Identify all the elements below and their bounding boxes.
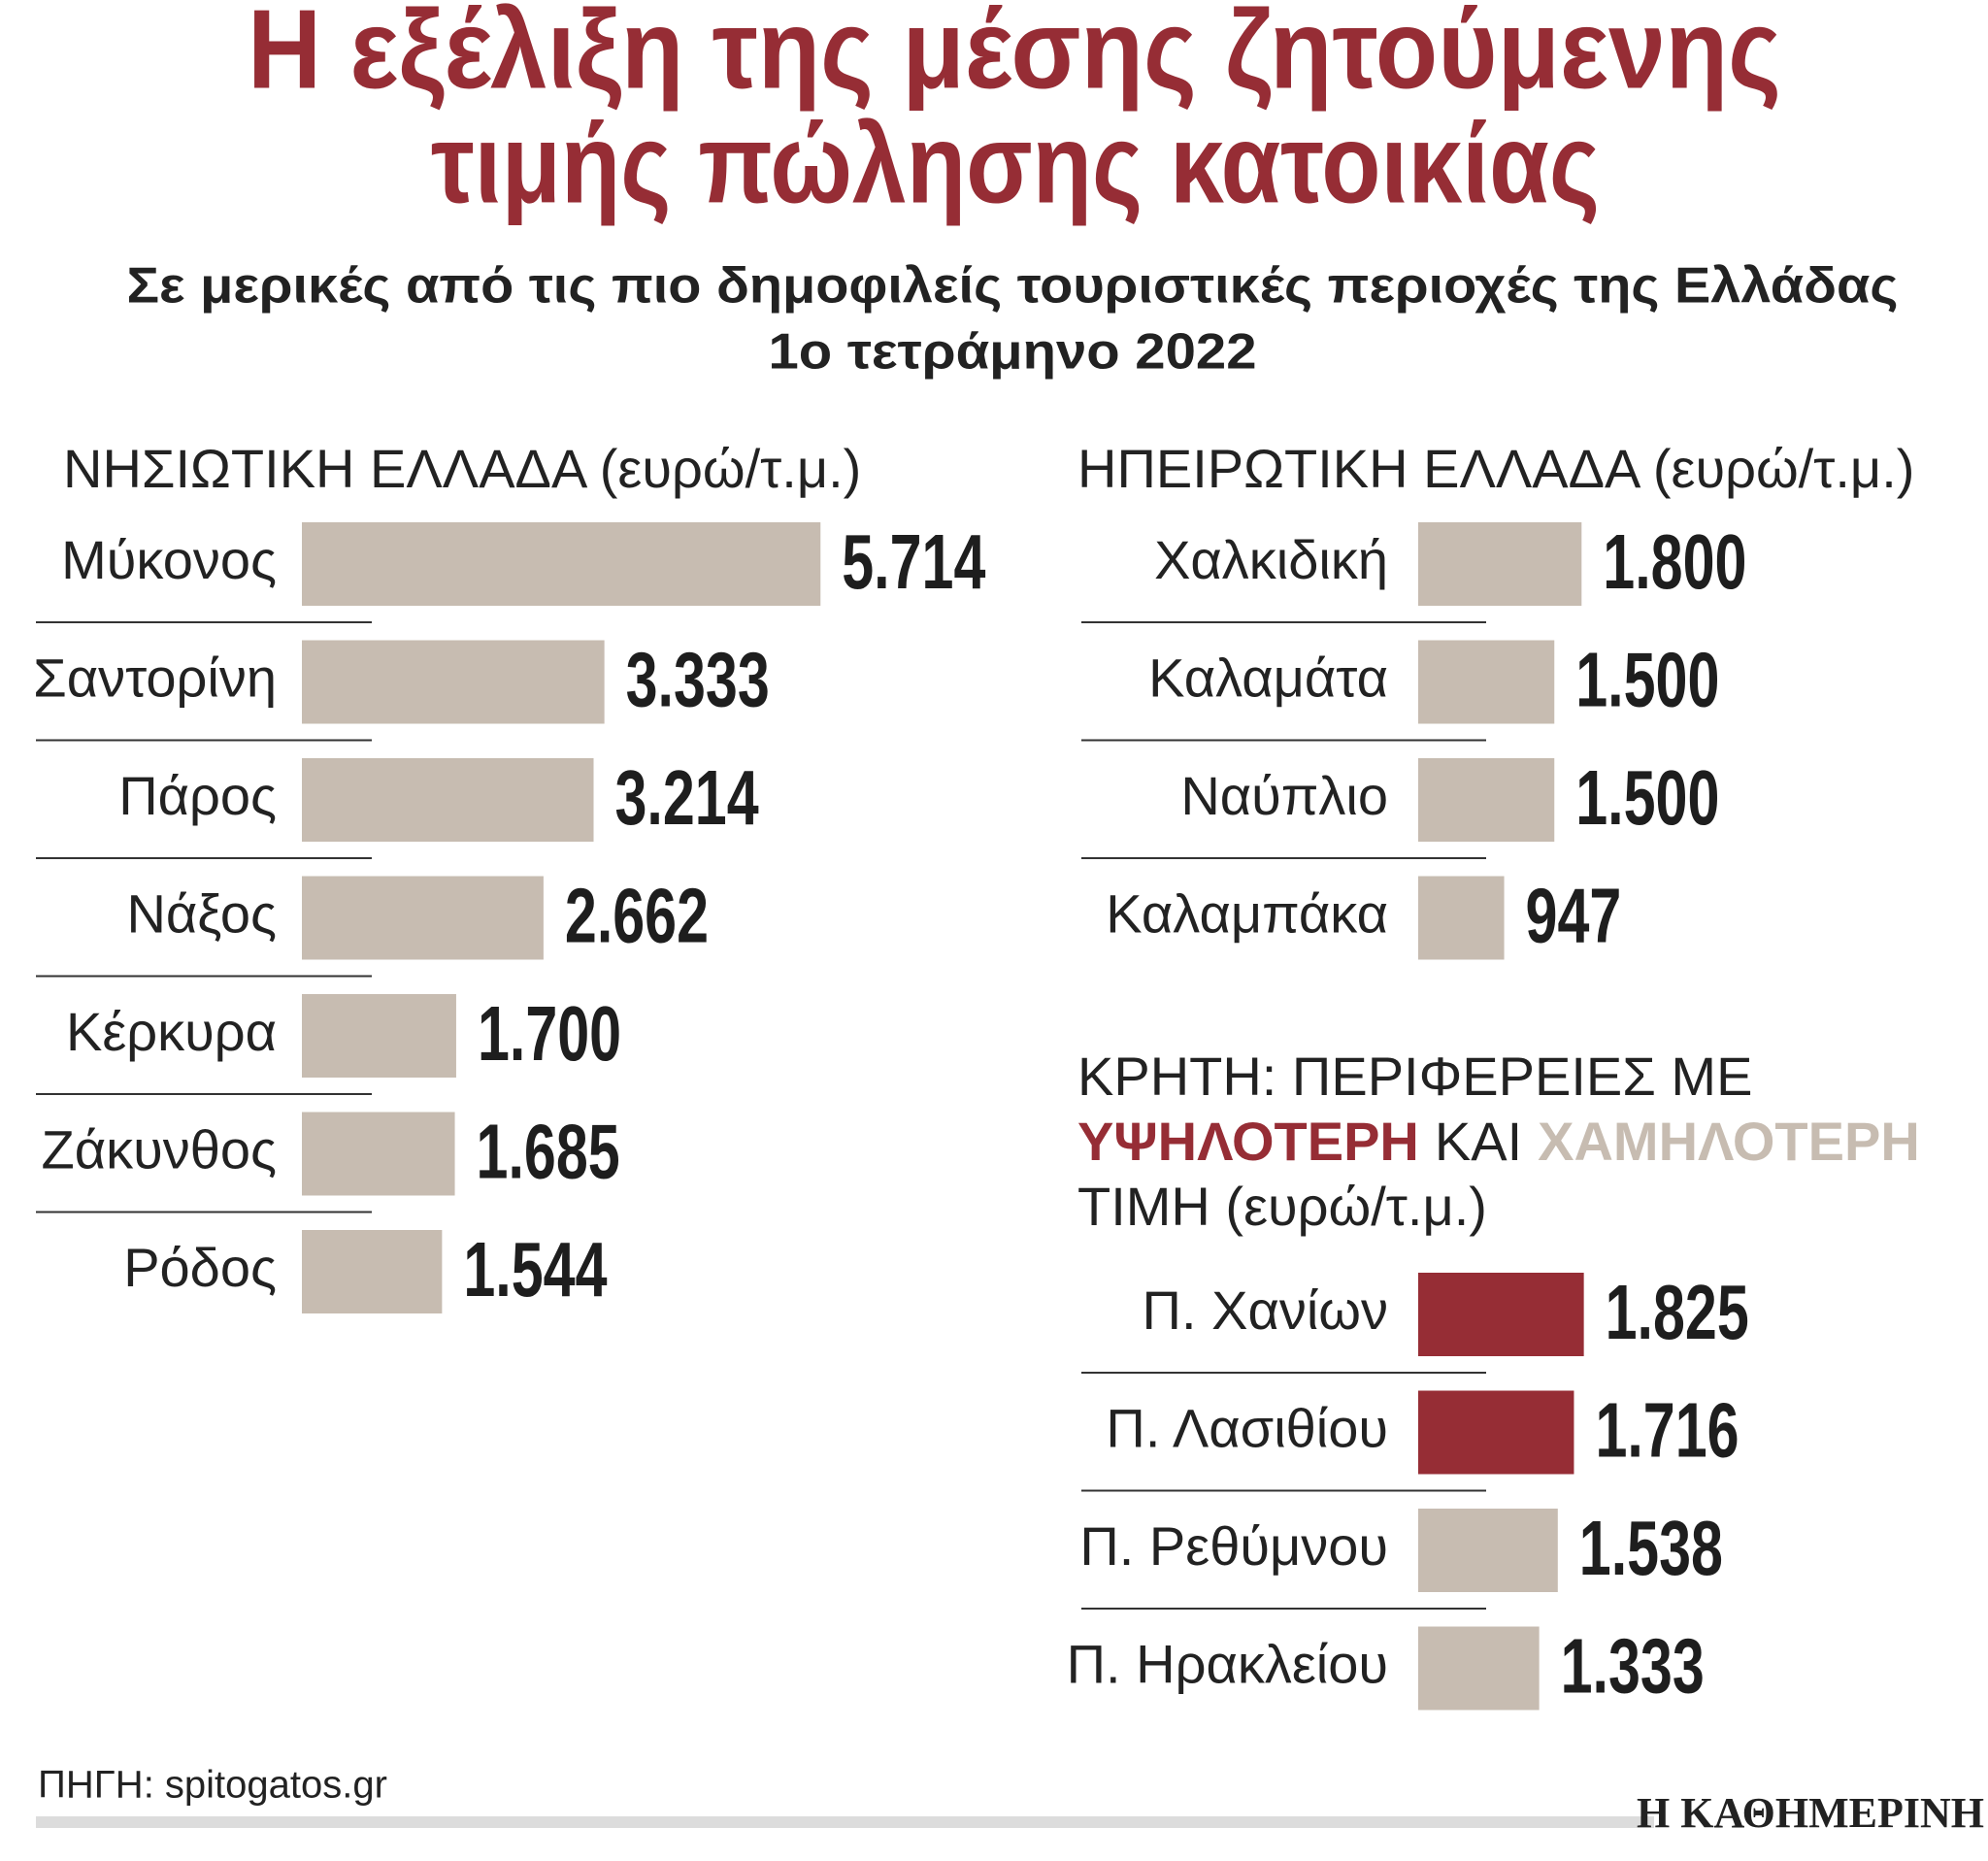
category-label: Σαντορίνη	[33, 647, 277, 708]
value-label-group: 1.538	[1579, 1504, 1723, 1591]
bar	[302, 876, 544, 960]
bar	[1418, 758, 1555, 842]
heading-part: ΥΨΗΛΟΤΕΡΗ	[1077, 1111, 1419, 1172]
category-label: Καλαμπάκα	[1106, 882, 1388, 944]
category-label: Κέρκυρα	[66, 1001, 277, 1062]
value-label-group: 5.714	[842, 517, 985, 605]
value-label-group: 1.500	[1575, 636, 1719, 723]
value-label: 3.214	[615, 753, 759, 841]
subtitle: Σε μερικές από τις πιο δημοφιλείς τουρισ…	[127, 258, 1899, 315]
bar	[302, 994, 456, 1078]
value-label: 5.714	[842, 517, 985, 605]
bar	[1418, 1626, 1540, 1711]
category-label: Π. Λασιθίου	[1106, 1397, 1388, 1458]
category-label: Νάξος	[126, 882, 277, 944]
bar	[1418, 640, 1555, 724]
value-label: 2.662	[565, 872, 709, 959]
value-label: 1.333	[1561, 1622, 1705, 1710]
value-label: 1.538	[1579, 1504, 1723, 1591]
chart-heading: ΚΡΗΤΗ: ΠΕΡΙΦΕΡΕΙΕΣ ΜΕ	[1077, 1046, 1752, 1107]
category-label: Χαλκιδική	[1154, 529, 1388, 590]
category-label: Μύκονος	[61, 529, 277, 590]
value-label-group: 1.333	[1561, 1622, 1705, 1710]
value-label: 1.800	[1603, 517, 1746, 605]
category-label: Ναύπλιο	[1180, 765, 1388, 826]
bar	[302, 1230, 443, 1313]
value-label: 947	[1526, 872, 1622, 959]
value-label-group: 2.662	[565, 872, 709, 959]
brand: Η ΚΑΘΗΜΕΡΙΝΗ	[1637, 1789, 1984, 1837]
subtitle: 1ο τετράμηνο 2022	[769, 324, 1257, 381]
bar	[302, 758, 594, 842]
title: τιμής πώλησης κατοικίας	[431, 101, 1600, 227]
value-label-group: 1.500	[1575, 753, 1719, 841]
value-label-group: 1.700	[478, 989, 621, 1077]
bar	[1418, 1509, 1558, 1592]
value-label-group: 1.800	[1603, 517, 1746, 605]
footer-rule	[36, 1816, 1654, 1828]
bar	[302, 1112, 455, 1196]
value-label: 1.500	[1575, 753, 1719, 841]
value-label: 1.544	[463, 1225, 607, 1313]
category-label: Καλαμάτα	[1148, 647, 1388, 708]
bar	[302, 640, 605, 724]
bar	[1418, 1273, 1584, 1356]
source: ΠΗΓΗ: spitogatos.gr	[38, 1764, 387, 1807]
bar	[1418, 522, 1582, 606]
value-label-group: 1.716	[1595, 1386, 1739, 1474]
category-label: Ζάκυνθος	[42, 1118, 277, 1180]
category-label: Π. Ρεθύμνου	[1079, 1515, 1388, 1577]
chart-heading: ΝΗΣΙΩΤΙΚΗ ΕΛΛΑΔΑ (ευρώ/τ.μ.)	[63, 438, 861, 499]
value-label: 1.716	[1595, 1386, 1739, 1474]
value-label: 1.500	[1575, 636, 1719, 723]
chart-heading: ΤΙΜΗ (ευρώ/τ.μ.)	[1077, 1176, 1487, 1237]
title: Η εξέλιξη της μέσης ζητούμενης	[248, 0, 1781, 113]
value-label-group: 1.544	[463, 1225, 607, 1313]
chart-heading: ΗΠΕΙΡΩΤΙΚΗ ΕΛΛΑΔΑ (ευρώ/τ.μ.)	[1077, 438, 1914, 499]
category-label: Ρόδος	[123, 1237, 277, 1298]
heading-part: ΚΑΙ	[1435, 1111, 1522, 1172]
bar	[1418, 876, 1505, 960]
bar	[1418, 1390, 1574, 1475]
heading-part: ΤΙΜΗ (ευρώ/τ.μ.)	[1077, 1176, 1487, 1237]
value-label-group: 1.685	[477, 1108, 620, 1195]
heading-part: ΚΡΗΤΗ: ΠΕΡΙΦΕΡΕΙΕΣ ΜΕ	[1077, 1046, 1752, 1107]
bar	[302, 522, 821, 606]
value-label-group: 947	[1526, 872, 1622, 959]
value-label-group: 1.825	[1606, 1268, 1749, 1355]
value-label-group: 3.214	[615, 753, 759, 841]
heading-part: ΧΑΜΗΛΟΤΕΡΗ	[1538, 1111, 1920, 1172]
category-label: Πάρος	[118, 765, 277, 826]
category-label: Π. Ηρακλείου	[1067, 1633, 1388, 1694]
value-label-group: 3.333	[626, 636, 770, 723]
value-label: 1.825	[1606, 1268, 1749, 1355]
value-label: 1.700	[478, 989, 621, 1077]
category-label: Π. Χανίων	[1143, 1279, 1388, 1341]
value-label: 1.685	[477, 1108, 620, 1195]
value-label: 3.333	[626, 636, 770, 723]
chart-heading: ΥΨΗΛΟΤΕΡΗ ΚΑΙ ΧΑΜΗΛΟΤΕΡΗ	[1077, 1111, 1920, 1172]
